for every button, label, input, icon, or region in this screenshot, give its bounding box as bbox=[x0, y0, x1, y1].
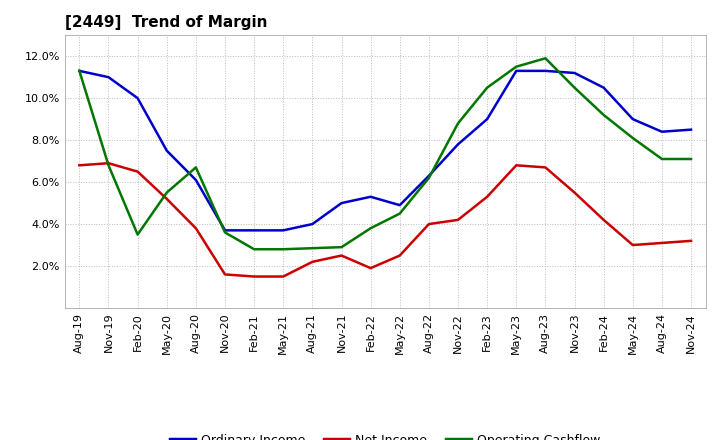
Ordinary Income bbox=[279, 228, 287, 233]
Operating Cashflow bbox=[629, 136, 637, 141]
Operating Cashflow bbox=[425, 175, 433, 180]
Ordinary Income bbox=[570, 70, 579, 76]
Operating Cashflow bbox=[395, 211, 404, 216]
Ordinary Income bbox=[395, 202, 404, 208]
Ordinary Income bbox=[337, 201, 346, 206]
Net Income bbox=[133, 169, 142, 174]
Ordinary Income bbox=[220, 228, 229, 233]
Operating Cashflow bbox=[192, 165, 200, 170]
Net Income bbox=[163, 196, 171, 202]
Operating Cashflow bbox=[75, 68, 84, 73]
Net Income bbox=[104, 161, 113, 166]
Ordinary Income bbox=[308, 221, 317, 227]
Line: Ordinary Income: Ordinary Income bbox=[79, 71, 691, 231]
Operating Cashflow bbox=[570, 85, 579, 90]
Line: Operating Cashflow: Operating Cashflow bbox=[79, 58, 691, 249]
Ordinary Income bbox=[483, 117, 492, 122]
Net Income bbox=[220, 272, 229, 277]
Net Income bbox=[512, 163, 521, 168]
Net Income bbox=[192, 226, 200, 231]
Operating Cashflow bbox=[104, 163, 113, 168]
Operating Cashflow bbox=[220, 230, 229, 235]
Net Income bbox=[599, 217, 608, 223]
Legend: Ordinary Income, Net Income, Operating Cashflow: Ordinary Income, Net Income, Operating C… bbox=[165, 429, 606, 440]
Net Income bbox=[395, 253, 404, 258]
Net Income bbox=[541, 165, 550, 170]
Ordinary Income bbox=[599, 85, 608, 90]
Operating Cashflow bbox=[512, 64, 521, 70]
Ordinary Income bbox=[541, 68, 550, 73]
Operating Cashflow bbox=[541, 55, 550, 61]
Operating Cashflow bbox=[250, 246, 258, 252]
Ordinary Income bbox=[75, 68, 84, 73]
Operating Cashflow bbox=[366, 226, 375, 231]
Ordinary Income bbox=[104, 74, 113, 80]
Net Income bbox=[308, 259, 317, 264]
Net Income bbox=[483, 194, 492, 199]
Operating Cashflow bbox=[163, 190, 171, 195]
Operating Cashflow bbox=[337, 245, 346, 250]
Operating Cashflow bbox=[279, 246, 287, 252]
Net Income bbox=[366, 265, 375, 271]
Ordinary Income bbox=[454, 142, 462, 147]
Net Income bbox=[657, 240, 666, 246]
Operating Cashflow bbox=[483, 85, 492, 90]
Net Income bbox=[250, 274, 258, 279]
Ordinary Income bbox=[512, 68, 521, 73]
Ordinary Income bbox=[133, 95, 142, 101]
Net Income bbox=[425, 221, 433, 227]
Operating Cashflow bbox=[454, 121, 462, 126]
Net Income bbox=[337, 253, 346, 258]
Ordinary Income bbox=[629, 117, 637, 122]
Line: Net Income: Net Income bbox=[79, 163, 691, 276]
Net Income bbox=[629, 242, 637, 248]
Ordinary Income bbox=[657, 129, 666, 134]
Net Income bbox=[570, 190, 579, 195]
Net Income bbox=[75, 163, 84, 168]
Operating Cashflow bbox=[133, 232, 142, 237]
Ordinary Income bbox=[366, 194, 375, 199]
Ordinary Income bbox=[163, 148, 171, 153]
Net Income bbox=[279, 274, 287, 279]
Ordinary Income bbox=[425, 173, 433, 179]
Net Income bbox=[454, 217, 462, 223]
Operating Cashflow bbox=[308, 246, 317, 251]
Ordinary Income bbox=[250, 228, 258, 233]
Text: [2449]  Trend of Margin: [2449] Trend of Margin bbox=[65, 15, 267, 30]
Ordinary Income bbox=[192, 177, 200, 183]
Net Income bbox=[687, 238, 696, 243]
Ordinary Income bbox=[687, 127, 696, 132]
Operating Cashflow bbox=[599, 112, 608, 117]
Operating Cashflow bbox=[687, 156, 696, 161]
Operating Cashflow bbox=[657, 156, 666, 161]
